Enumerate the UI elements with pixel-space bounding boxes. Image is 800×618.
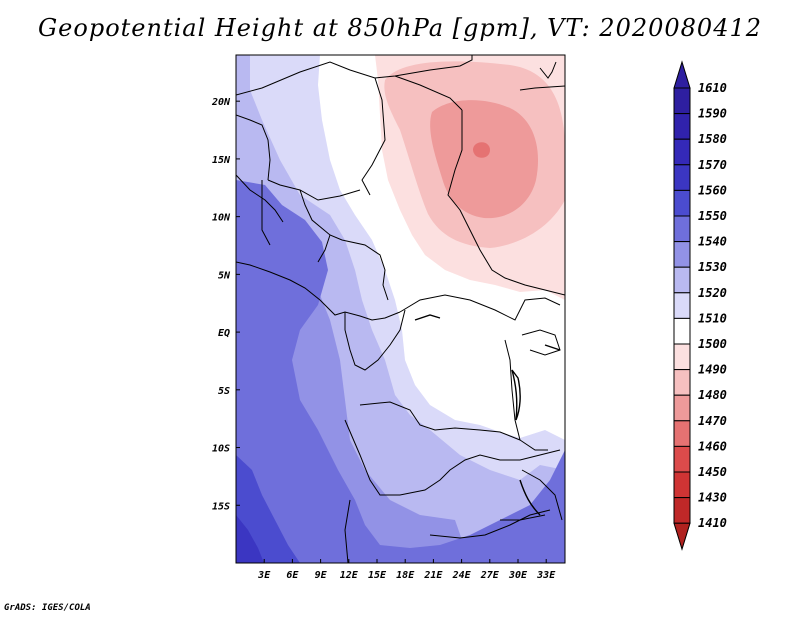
lon-label: 6E: [286, 570, 299, 581]
colorbar-label: 1480: [698, 388, 727, 402]
lon-label: 15E: [368, 570, 387, 581]
lat-label: 15S: [212, 501, 230, 512]
lon-label: 33E: [536, 570, 556, 581]
colorbar-segment: [673, 189, 691, 217]
lat-label: 5N: [218, 270, 231, 281]
lon-label: 24E: [452, 570, 472, 581]
colorbar-segment: [673, 497, 691, 524]
field-1480-region: [430, 100, 539, 219]
lon-label: 27E: [480, 570, 500, 581]
colorbar-label: 1410: [698, 516, 727, 530]
lat-label: EQ: [218, 328, 230, 339]
field-1470-region: [473, 142, 490, 158]
colorbar-label: 1610: [698, 81, 727, 95]
colorbar-label: 1450: [698, 465, 727, 479]
colorbar-label: 1510: [698, 311, 727, 325]
colorbar-label: 1560: [698, 183, 727, 197]
latitude-axis: 20N 15N 10N 5N EQ 5S 10S 15S: [211, 97, 240, 512]
colorbar-segment: [673, 266, 691, 294]
colorbar-segment: [673, 241, 691, 268]
colorbar-label: 1540: [698, 235, 727, 249]
colorbar-segment: [673, 445, 691, 473]
colorbar-segment: [673, 394, 691, 422]
colorbar-segment: [673, 343, 691, 371]
colorbar-label: 1550: [698, 209, 727, 223]
colorbar-label: 1580: [698, 132, 727, 146]
field-1550-region: [236, 180, 565, 563]
lat-label: 15N: [212, 155, 231, 166]
field-1570-region: [236, 515, 264, 563]
colorbar-label: 1430: [698, 491, 727, 505]
lon-label: 21E: [423, 570, 443, 581]
colorbar-label: 1470: [698, 414, 727, 428]
colorbar-segment: [673, 164, 691, 191]
colorbar-segment: [673, 87, 691, 115]
colorbar-label: 1490: [698, 363, 727, 377]
colorbar-bottom-arrow: [673, 522, 691, 551]
colorbar-label: 1590: [698, 107, 727, 121]
country-borders: [236, 55, 565, 563]
colorbar-segment: [673, 138, 691, 166]
lat-label: 20N: [211, 97, 231, 108]
lon-label: 3E: [257, 570, 271, 581]
lat-label: 10N: [212, 213, 231, 224]
colorbar: 1610 1590 1580 1570 1560 1550 1540 1530 1520 1510…: [673, 60, 727, 551]
lon-label: 30E: [508, 570, 528, 581]
colorbar-top-arrow: [673, 60, 691, 89]
map-area: [236, 55, 565, 563]
colorbar-segment: [673, 317, 691, 345]
colorbar-segment: [673, 215, 691, 243]
lat-label: 10S: [212, 444, 230, 455]
lakes: [414, 314, 561, 516]
lon-label: 18E: [396, 570, 415, 581]
colorbar-segment: [673, 292, 691, 319]
colorbar-label: 1530: [698, 260, 727, 274]
lat-label: 5S: [218, 386, 230, 397]
colorbar-label: 1500: [698, 337, 727, 351]
lon-label: 12E: [340, 570, 359, 581]
field-1560-region: [236, 455, 300, 563]
colorbar-segment: [673, 420, 691, 447]
map-frame: [235, 54, 566, 564]
colorbar-segment: [673, 113, 691, 140]
colorbar-segment: [673, 369, 691, 396]
colorbar-label: 1570: [698, 158, 727, 172]
lon-label: 9E: [315, 570, 328, 581]
grads-credit: GrADS: IGES/COLA: [4, 603, 91, 613]
colorbar-segment: [673, 471, 691, 499]
colorbar-label: 1460: [698, 439, 727, 453]
colorbar-label: 1520: [698, 286, 727, 300]
map-title: Geopotential Height at 850hPa [gpm], VT:…: [38, 14, 762, 42]
longitude-axis: 3E 6E 9E 12E 15E 18E 21E 24E 27E 30E 33E: [257, 559, 556, 581]
